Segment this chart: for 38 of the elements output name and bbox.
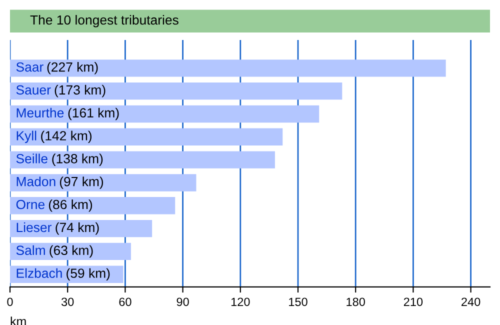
x-tick-label: 30 (61, 298, 74, 306)
y-tick-label: Saar (16, 62, 44, 72)
x-tick-label: 90 (176, 298, 189, 306)
data-label: (97 km) (60, 176, 104, 189)
x-tick-label: 150 (289, 298, 308, 306)
data-label: (173 km) (54, 84, 106, 98)
data-label: (74 km) (56, 222, 99, 235)
y-tick-label: Kyll (16, 130, 36, 144)
data-label: (63 km) (50, 245, 93, 258)
data-label: (138 km) (52, 154, 103, 166)
bar (10, 105, 320, 123)
data-label: (59 km) (66, 268, 110, 281)
data-label: (142 km) (41, 130, 92, 144)
y-tick-label: Sauer (16, 85, 51, 95)
y-tick-label: Seille (16, 154, 48, 164)
x-tick-label: 180 (346, 298, 365, 306)
data-label: (86 km) (48, 199, 92, 212)
x-tick-label: 120 (231, 298, 250, 306)
data-label: (161 km) (68, 108, 119, 120)
y-tick-label: Madon (16, 176, 56, 186)
chart-title: The 10 longest tributaries (30, 14, 178, 28)
bar (10, 174, 196, 192)
bar (10, 60, 446, 77)
x-tick-label: 0 (7, 298, 13, 306)
x-tick-label: 60 (119, 298, 132, 306)
y-tick-label: Elzbach (16, 268, 62, 278)
y-tick-label: Salm (16, 245, 45, 255)
y-tick-label: Orne (16, 200, 45, 210)
y-tick-label: Meurthe (16, 108, 64, 118)
data-label: (227 km) (47, 62, 98, 74)
bar (10, 82, 342, 100)
bar (10, 197, 176, 214)
bar (10, 151, 275, 168)
bar (10, 220, 152, 238)
bar (10, 128, 283, 146)
x-tick-label: 210 (404, 298, 423, 306)
y-tick-label: Lieser (16, 222, 52, 232)
x-tick-label: 240 (462, 298, 480, 306)
